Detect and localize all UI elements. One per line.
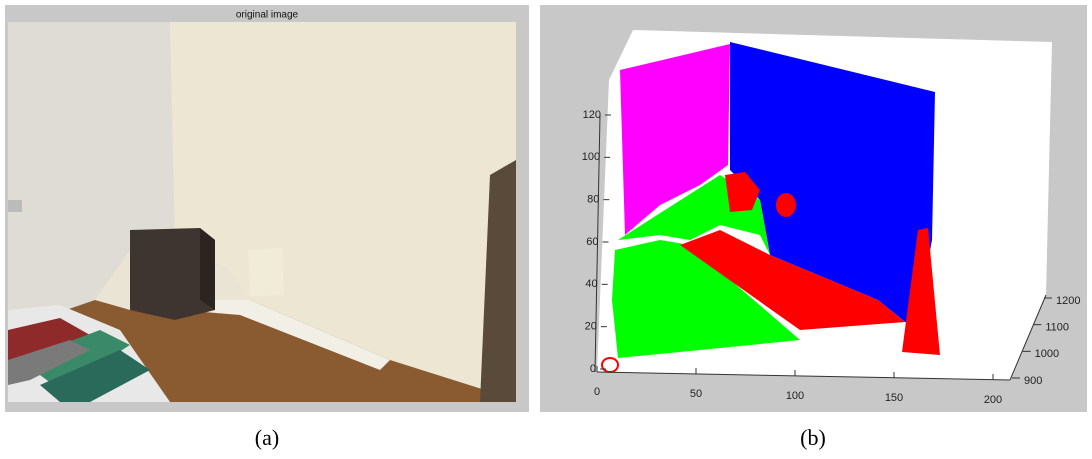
y-tick-label: 20 (585, 321, 597, 333)
y-tick-label: 80 (587, 194, 599, 206)
figure-canvas: original image (a) (b) 02040608010 (0, 0, 1092, 459)
y-tick-label: 0 (590, 363, 596, 375)
x-tick-label: 200 (984, 394, 1002, 406)
y-tick-label: 40 (585, 278, 597, 290)
y-tick-label: 100 (582, 151, 600, 163)
y-tick-label: 60 (586, 236, 598, 248)
z-tick-label: 1200 (1056, 295, 1080, 307)
figure: original image (a) (b) 02040608010 (0, 0, 1092, 459)
x-tick-label: 150 (885, 392, 903, 404)
caption-a: (a) (255, 425, 279, 450)
point-cloud (602, 42, 940, 372)
z-tick-label: 900 (1024, 375, 1042, 387)
image-title: original image (236, 10, 299, 21)
photo (8, 22, 516, 402)
z-tick-label: 1100 (1045, 322, 1069, 334)
z-tick-label: 1000 (1035, 348, 1059, 360)
y-tick-label: 120 (583, 109, 601, 121)
x-tick-label: 50 (690, 388, 702, 400)
x-tick-label: 0 (594, 386, 600, 398)
caption-b: (b) (800, 425, 826, 450)
x-tick-label: 100 (786, 390, 804, 402)
